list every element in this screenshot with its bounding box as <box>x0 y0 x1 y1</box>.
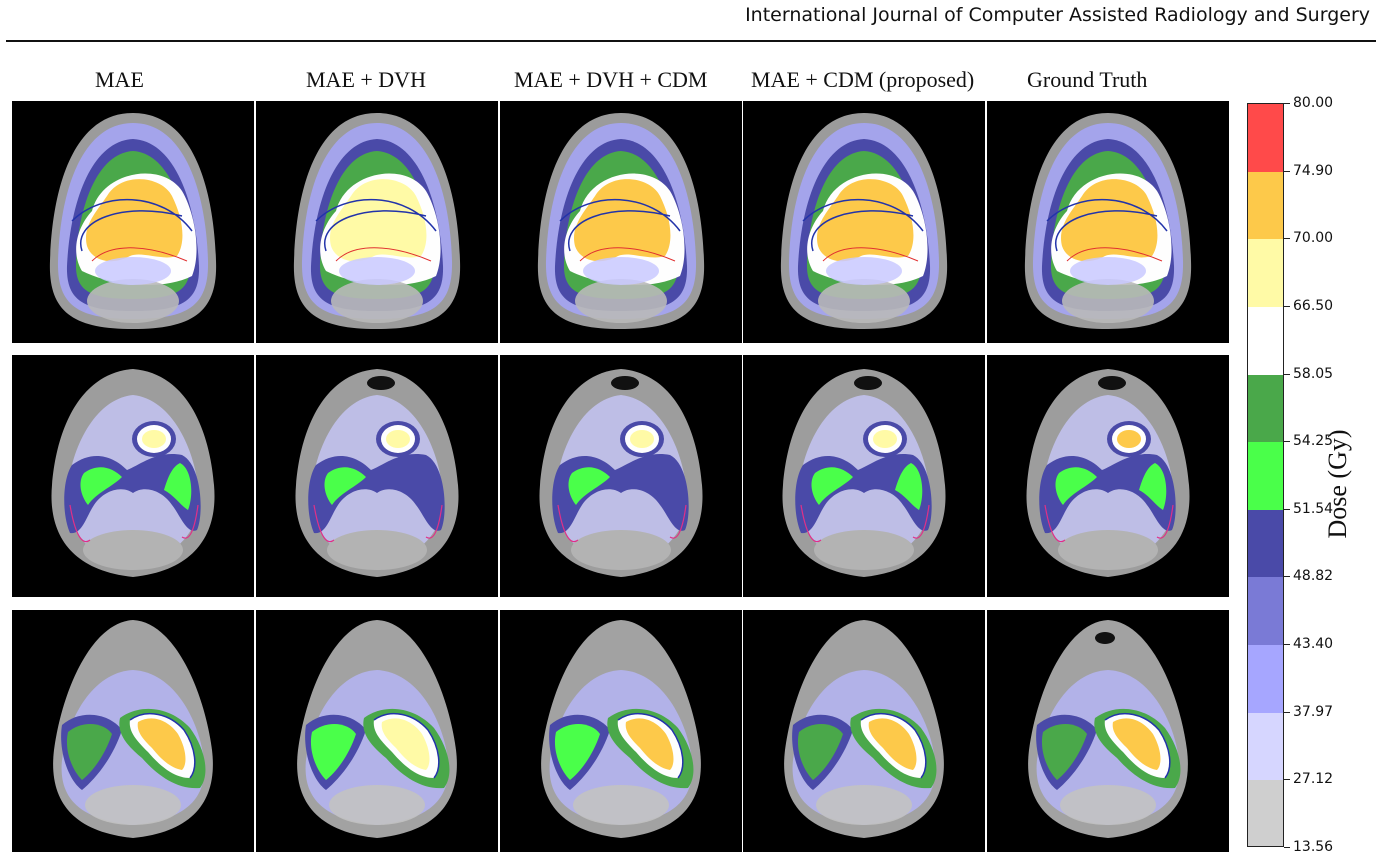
dose-map-panel <box>987 610 1229 852</box>
ct-dose-overlay <box>780 113 948 329</box>
colorbar-tick-label: 27.12 <box>1293 771 1334 787</box>
colorbar-segment <box>1248 645 1283 714</box>
colorbar-tick-label: 74.90 <box>1293 163 1334 179</box>
column-title-mae: MAE <box>95 67 144 92</box>
colorbar-segment <box>1248 239 1283 308</box>
column-title-mae-dvh-cdm: MAE + DVH + CDM <box>514 67 708 92</box>
colorbar-tick <box>1284 779 1290 780</box>
ct-dose-overlay <box>53 620 213 838</box>
colorbar-tick-label: 51.54 <box>1293 501 1334 517</box>
colorbar-segment <box>1248 306 1283 376</box>
colorbar-tick-label: 70.00 <box>1293 230 1334 246</box>
ct-dose-overlay <box>539 369 703 577</box>
journal-header: International Journal of Computer Assist… <box>745 4 1370 26</box>
colorbar-segment <box>1248 171 1283 241</box>
dose-map-panel <box>12 355 254 597</box>
dose-map-panel <box>12 610 254 852</box>
colorbar-tick <box>1284 712 1290 713</box>
colorbar-segment <box>1248 104 1283 173</box>
colorbar-segment <box>1248 577 1283 647</box>
colorbar-tick <box>1284 374 1290 375</box>
colorbar-tick <box>1284 644 1290 645</box>
dose-map-panel <box>743 355 985 597</box>
ct-dose-overlay <box>537 113 705 329</box>
colorbar-segment <box>1248 509 1283 579</box>
ct-dose-overlay <box>541 620 701 838</box>
colorbar-tick-label: 37.97 <box>1293 704 1334 720</box>
colorbar-tick <box>1284 576 1290 577</box>
ct-dose-overlay <box>782 369 946 577</box>
dose-map-panel <box>500 610 742 852</box>
dose-map-panel <box>256 355 498 597</box>
colorbar-tick-label: 13.56 <box>1293 839 1334 855</box>
ct-dose-overlay <box>784 620 944 838</box>
colorbar-tick-label: 58.05 <box>1293 366 1334 382</box>
dose-map-panel <box>500 101 742 343</box>
dose-map-panel <box>987 101 1229 343</box>
colorbar-tick-label: 80.00 <box>1293 95 1334 111</box>
ct-dose-overlay <box>1024 113 1192 329</box>
dose-map-panel <box>12 101 254 343</box>
dose-map-panel <box>256 610 498 852</box>
dose-map-panel <box>987 355 1229 597</box>
column-title-ground-truth: Ground Truth <box>1027 67 1148 92</box>
colorbar-tick <box>1284 441 1290 442</box>
column-title-mae-dvh: MAE + DVH <box>306 67 426 92</box>
colorbar-tick <box>1284 171 1290 172</box>
colorbar-tick <box>1284 847 1290 848</box>
ct-dose-overlay <box>1028 620 1188 838</box>
colorbar-tick-label: 43.40 <box>1293 636 1334 652</box>
dose-map-panel <box>743 610 985 852</box>
ct-dose-overlay <box>293 113 461 329</box>
ct-dose-overlay <box>49 113 217 329</box>
dose-colorbar <box>1247 103 1284 847</box>
colorbar-tick-label: 66.50 <box>1293 298 1334 314</box>
colorbar-title: Dose (Gy) <box>1323 429 1352 539</box>
column-title-mae-cdm-proposed: MAE + CDM (proposed) <box>751 67 975 92</box>
dose-map-panel <box>256 101 498 343</box>
colorbar-tick <box>1284 103 1290 104</box>
colorbar-tick <box>1284 509 1290 510</box>
ct-dose-overlay <box>51 369 215 577</box>
dose-map-panel <box>743 101 985 343</box>
ct-dose-overlay <box>1026 369 1190 577</box>
dose-map-panel <box>500 355 742 597</box>
colorbar-segment <box>1248 780 1283 846</box>
ct-dose-overlay <box>297 620 457 838</box>
colorbar-segment <box>1248 374 1283 444</box>
ct-dose-overlay <box>295 369 459 577</box>
colorbar-tick-label: 54.25 <box>1293 433 1334 449</box>
colorbar-segment <box>1248 442 1283 511</box>
colorbar-tick-label: 48.82 <box>1293 568 1334 584</box>
colorbar-segment <box>1248 712 1283 782</box>
colorbar-tick <box>1284 238 1290 239</box>
header-rule <box>6 40 1376 42</box>
colorbar-tick <box>1284 306 1290 307</box>
